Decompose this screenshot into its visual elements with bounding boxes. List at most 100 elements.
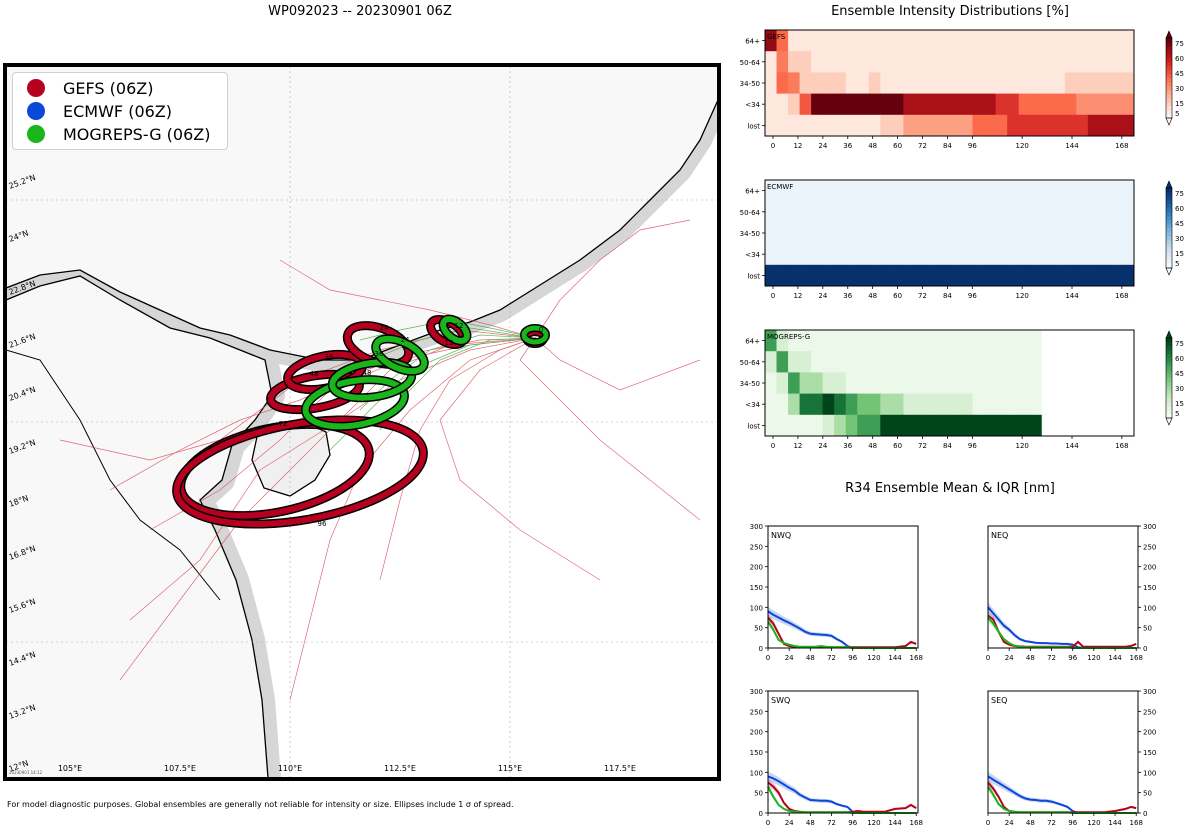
heatmap-cell <box>1041 30 1054 52</box>
colorbar-swatch <box>1166 260 1172 265</box>
heatmap-cell <box>1087 414 1100 437</box>
x-tick-label: 120 <box>1015 292 1028 300</box>
heatmap-cell <box>891 72 904 95</box>
panel-title: SEQ <box>991 696 1007 705</box>
heatmap-cell <box>1041 201 1054 223</box>
mogreps-label-0: 0 <box>539 326 543 334</box>
heatmap-cell <box>765 243 778 266</box>
heatmap-cell <box>937 414 950 437</box>
x-tick-label: 72 <box>918 292 927 300</box>
r34-seq: SEQ 0 50 100 150 200 250 300 0 24 48 72 96 120 144 168 <box>986 688 1157 827</box>
heatmap-cell <box>857 114 870 137</box>
heatmap-cell <box>811 414 824 437</box>
heatmap-cell <box>765 264 778 287</box>
y-tick-label: 0 <box>1143 810 1147 818</box>
heatmap-cell <box>799 30 812 52</box>
heatmap-cell <box>1064 51 1077 73</box>
heatmap-cell <box>1041 114 1054 137</box>
heatmap-cell <box>1076 222 1089 245</box>
heatmap-cell <box>949 222 962 245</box>
heatmap-cell <box>1064 372 1077 395</box>
heatmap-cell <box>765 330 778 352</box>
y-tick-label: 50 <box>1143 625 1152 633</box>
x-tick-label: 0 <box>986 819 990 827</box>
y-tick-label: 50 <box>754 625 763 633</box>
lon-label: 110°E <box>278 764 302 773</box>
heatmap-cell <box>903 93 916 116</box>
heatmap-cell <box>811 372 824 395</box>
heatmap-cell <box>937 93 950 116</box>
y-tick-label: <34 <box>745 251 760 259</box>
heatmap-cell <box>845 330 858 352</box>
heatmap-cell <box>834 114 847 137</box>
heatmap-cell <box>1099 180 1112 202</box>
x-tick-label: 48 <box>868 142 877 150</box>
heatmap-cell <box>1064 264 1077 287</box>
heatmap-cell <box>1087 114 1100 137</box>
heatmap-cell <box>984 372 997 395</box>
heatmap-cell <box>1041 222 1054 245</box>
heatmap-cell <box>822 414 835 437</box>
heatmap-gefs: GEFS 64+ 50-64 34-50 <34 lost 0 12 24 36 48 60 72 84 9… <box>740 29 1184 150</box>
heatmap-cell <box>822 264 835 287</box>
gefs-dot-icon <box>27 79 45 97</box>
heatmap-cell <box>1053 351 1066 373</box>
y-tick-label: <34 <box>745 401 760 409</box>
colorbar-swatch <box>1166 252 1172 257</box>
heatmap-cell <box>1099 30 1112 52</box>
heatmap-cell <box>914 243 927 266</box>
iqr-band <box>988 771 1137 813</box>
heatmap-cell <box>961 330 974 352</box>
heatmap-cell <box>857 222 870 245</box>
y-tick-label: 300 <box>1143 688 1156 696</box>
heatmap-cell <box>822 372 835 395</box>
heatmap-cell <box>949 264 962 287</box>
series-line <box>987 606 1137 649</box>
heatmap-cell <box>857 351 870 373</box>
iqr-band <box>988 778 1137 813</box>
colorbar-extend-min <box>1165 417 1173 426</box>
heatmap-cell <box>799 222 812 245</box>
gefs-label-24: 24 <box>380 324 389 332</box>
legend-item-ecmwf: ECMWF (06Z) <box>27 100 172 122</box>
heatmap-cell <box>857 30 870 52</box>
heatmap-cell <box>776 114 789 137</box>
heatmap-cell <box>995 93 1008 116</box>
heatmap-cell <box>1064 243 1077 266</box>
x-tick-label: 144 <box>1065 142 1079 150</box>
heatmap-cell <box>1018 414 1031 437</box>
x-tick-label: 72 <box>918 442 927 450</box>
heatmap-cell <box>1122 30 1135 52</box>
heatmap-cell <box>1018 372 1031 395</box>
heatmap-cell <box>961 351 974 373</box>
colorbar-swatch <box>1166 196 1172 201</box>
heatmap-cell <box>903 414 916 437</box>
colorbar-swatch <box>1166 342 1172 347</box>
heatmap-cell <box>788 222 801 245</box>
plot-frame <box>987 690 1139 814</box>
x-tick-label: 96 <box>1068 654 1077 662</box>
colorbar-tick-label: 30 <box>1175 235 1184 243</box>
heatmap-cell <box>845 30 858 52</box>
heatmap-cell <box>1041 330 1054 352</box>
colorbar-swatch <box>1166 366 1172 371</box>
heatmap-cell <box>857 330 870 352</box>
heatmap-cell <box>834 201 847 223</box>
r34-neq: NEQ 0 50 100 150 200 250 300 0 24 48 72 96 120 144 168 <box>986 523 1157 662</box>
r34-nwq: NWQ 0 50 100 150 200 250 300 0 24 48 72 96 120 144 168 <box>750 523 923 662</box>
x-tick-label: 72 <box>827 654 836 662</box>
heatmap-cell <box>822 51 835 73</box>
y-tick-label: 200 <box>750 729 763 737</box>
colorbar-swatch <box>1166 78 1172 83</box>
heatmap-cell <box>972 414 985 437</box>
heatmap-cell <box>995 222 1008 245</box>
heatmap-cell <box>995 393 1008 416</box>
heatmap-cell <box>949 114 962 137</box>
heatmap-cell <box>880 201 893 223</box>
r34-swq: SWQ 0 50 100 150 200 250 300 0 24 48 72 96 120 144 168 <box>750 688 923 827</box>
heatmap-cell <box>857 243 870 266</box>
colorbar-swatch <box>1166 74 1172 79</box>
x-tick-label: 96 <box>968 142 977 150</box>
y-tick-label: 34-50 <box>740 80 760 88</box>
heatmap-cell <box>880 222 893 245</box>
